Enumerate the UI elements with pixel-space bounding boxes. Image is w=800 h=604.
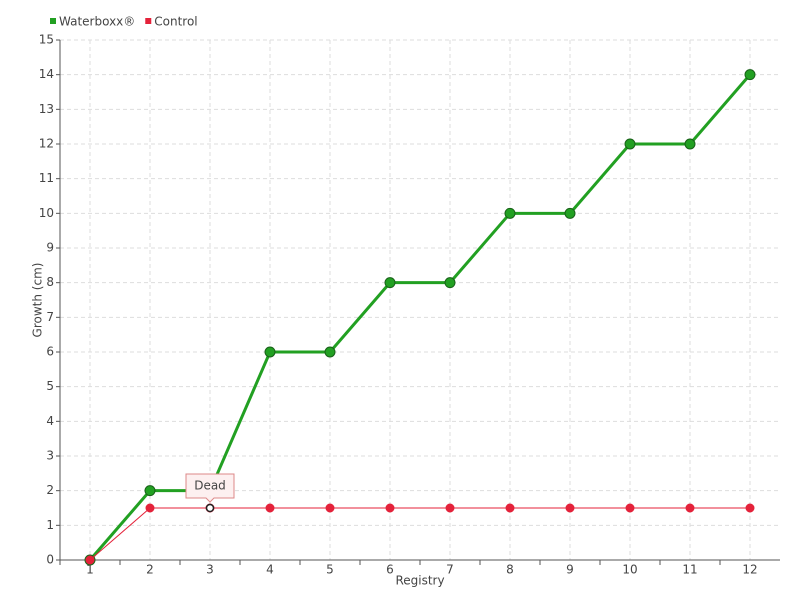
y-tick-label: 8 xyxy=(46,275,54,289)
annotation: Dead xyxy=(185,473,235,503)
x-tick-label: 11 xyxy=(682,563,697,577)
point xyxy=(145,503,155,513)
point xyxy=(745,503,755,513)
y-tick-label: 0 xyxy=(46,553,54,567)
x-tick-label: 3 xyxy=(206,563,214,577)
y-tick-label: 4 xyxy=(46,414,54,428)
point xyxy=(685,503,695,513)
point xyxy=(744,69,756,81)
point xyxy=(684,138,696,150)
x-tick-label: 8 xyxy=(506,563,514,577)
y-tick-label: 12 xyxy=(39,137,54,151)
y-tick-label: 15 xyxy=(39,33,54,47)
x-axis-label: Registry xyxy=(395,574,444,588)
legend-swatch xyxy=(50,18,56,24)
point xyxy=(85,555,95,565)
y-tick-label: 6 xyxy=(46,345,54,359)
x-tick-label: 7 xyxy=(446,563,454,577)
x-tick-label: 6 xyxy=(386,563,394,577)
point xyxy=(265,503,275,513)
point xyxy=(444,277,456,289)
y-tick-label: 9 xyxy=(46,241,54,255)
annotated-point xyxy=(205,503,215,513)
legend-label: Waterboxx® xyxy=(59,15,135,29)
y-tick-label: 1 xyxy=(46,518,54,532)
y-tick-label: 5 xyxy=(46,379,54,393)
y-tick-label: 13 xyxy=(39,102,54,116)
x-tick-label: 9 xyxy=(566,563,574,577)
y-tick-label: 7 xyxy=(46,310,54,324)
point xyxy=(445,503,455,513)
point xyxy=(324,346,336,358)
legend-swatch xyxy=(145,18,152,24)
annotation-text: Dead xyxy=(194,479,226,493)
annotation-box xyxy=(185,473,235,503)
y-tick-label: 3 xyxy=(46,449,54,463)
y-tick-label: 10 xyxy=(39,206,54,220)
x-tick-label: 2 xyxy=(146,563,154,577)
point xyxy=(385,503,395,513)
y-tick-label: 2 xyxy=(46,483,54,497)
point xyxy=(384,277,396,289)
point xyxy=(264,346,276,358)
x-tick-label: 5 xyxy=(326,563,334,577)
x-tick-label: 4 xyxy=(266,563,274,577)
y-tick-label: 11 xyxy=(39,171,54,185)
legend-label: Control xyxy=(154,15,197,29)
y-tick-label: 14 xyxy=(39,67,54,81)
point xyxy=(625,503,635,513)
point xyxy=(624,138,636,150)
point xyxy=(144,485,156,497)
x-tick-label: 1 xyxy=(86,563,94,577)
x-tick-label: 10 xyxy=(622,563,637,577)
series-line xyxy=(89,507,750,561)
point xyxy=(504,207,516,219)
point xyxy=(325,503,335,513)
x-tick-label: 12 xyxy=(742,563,757,577)
point xyxy=(565,503,575,513)
point xyxy=(564,207,576,219)
point xyxy=(505,503,515,513)
y-axis-label: Growth (cm) xyxy=(31,263,45,338)
